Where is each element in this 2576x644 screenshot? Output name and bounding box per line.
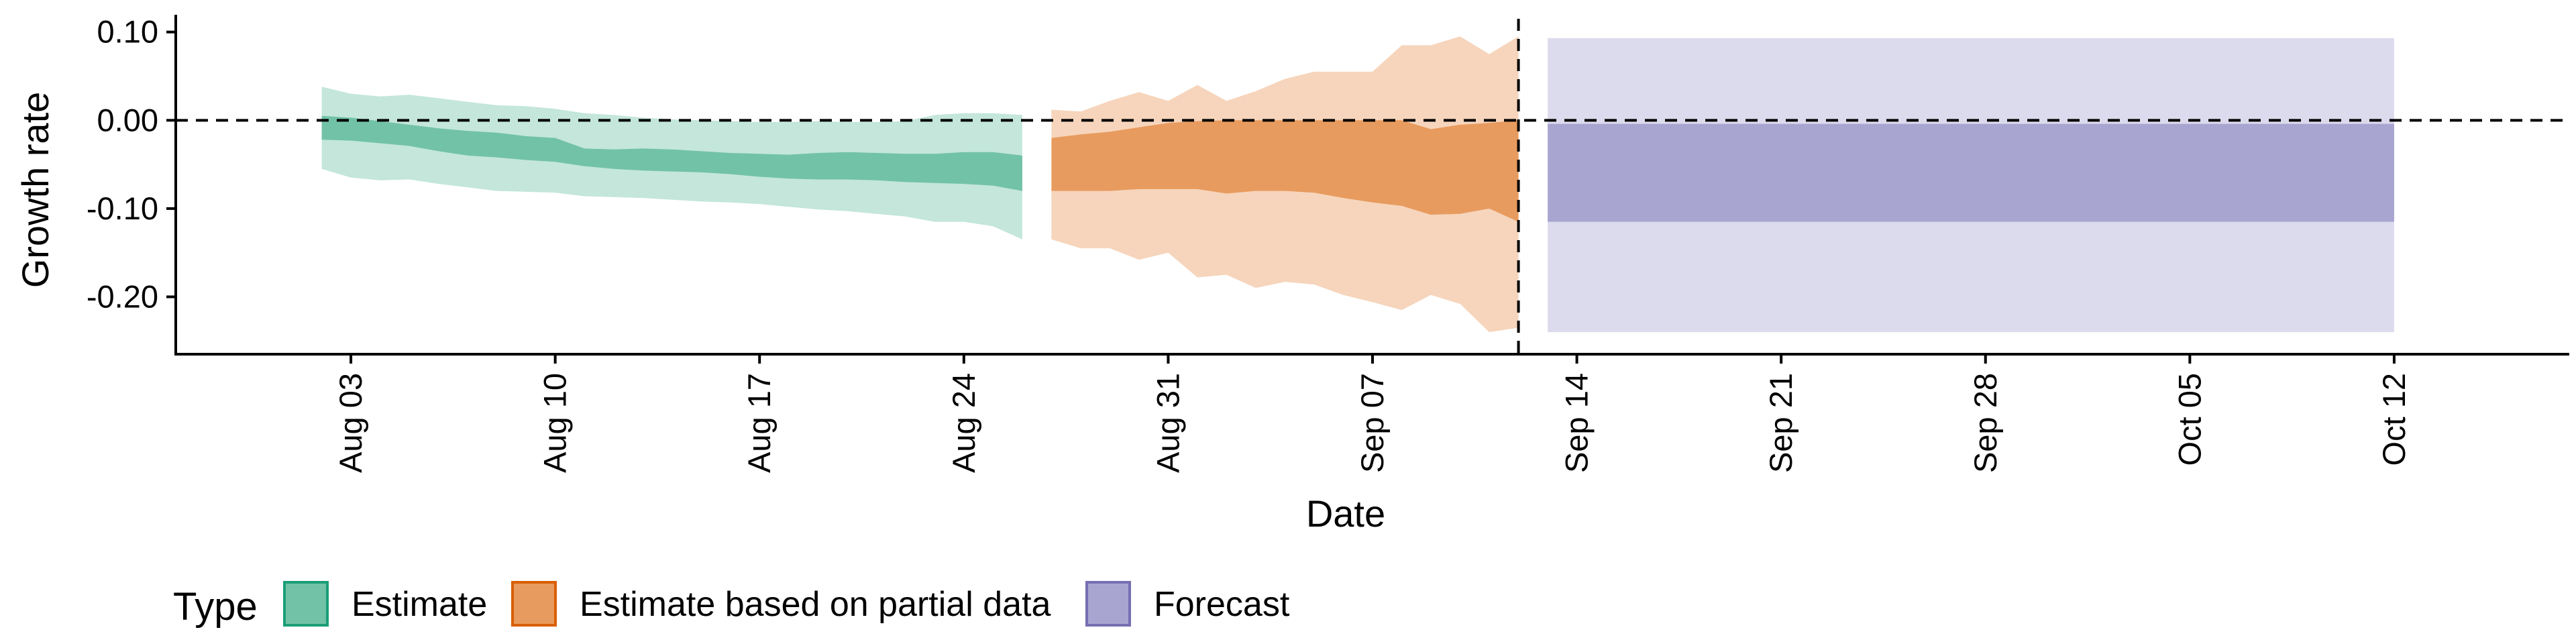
estimate-based-on-partial-data-inner-band	[1051, 120, 1519, 222]
forecast-inner-band	[1548, 123, 2394, 222]
legend-label: Forecast	[1154, 585, 1290, 624]
y-axis-title: Growth rate	[14, 92, 56, 288]
legend-item-forecast: Forecast	[1085, 581, 1290, 627]
legend-label: Estimate	[352, 585, 487, 624]
y-tick-label: -0.10	[87, 191, 158, 226]
x-axis-title: Date	[1306, 492, 1385, 535]
x-tick-label: Sep 14	[1559, 373, 1595, 473]
x-tick-label: Sep 07	[1354, 373, 1390, 473]
y-tick-label: -0.20	[87, 278, 158, 314]
reference-lines	[176, 19, 2569, 354]
x-tick-label: Aug 24	[946, 373, 981, 473]
legend-swatch	[511, 581, 557, 627]
x-tick-label: Sep 28	[1968, 373, 2003, 473]
x-tick-label: Oct 05	[2171, 373, 2207, 466]
legend-swatch	[1085, 581, 1131, 627]
legend-swatch	[283, 581, 329, 627]
legend-item-estimate: Estimate	[283, 581, 487, 627]
legend-items: Estimate Estimate based on partial data Fo…	[283, 581, 1290, 627]
x-tick-label: Aug 31	[1150, 373, 1185, 473]
x-tick-label: Oct 12	[2376, 373, 2412, 466]
y-tick-label: 0.10	[97, 14, 158, 50]
x-tick-label: Aug 10	[537, 373, 573, 473]
x-tick-label: Aug 03	[333, 373, 368, 473]
legend-label: Estimate based on partial data	[580, 585, 1051, 624]
x-tick-label: Aug 17	[741, 373, 777, 473]
x-tick-label: Sep 21	[1763, 373, 1799, 473]
y-axis-ticks: 0.10 0.00 -0.10 -0.20	[87, 14, 176, 314]
legend-title: Type	[173, 585, 258, 629]
legend: Type Estimate Estimate based on partial d…	[173, 581, 1290, 629]
x-axis-ticks: Aug 03 Aug 10 Aug 17 Aug 24 Aug 31 Sep 07 Sep …	[333, 354, 2412, 473]
estimate-inner-band	[321, 115, 1022, 191]
bands-layer	[321, 36, 2394, 333]
legend-item-estimate-based-on-partial-data: Estimate based on partial data	[511, 581, 1051, 627]
y-tick-label: 0.00	[97, 102, 158, 138]
